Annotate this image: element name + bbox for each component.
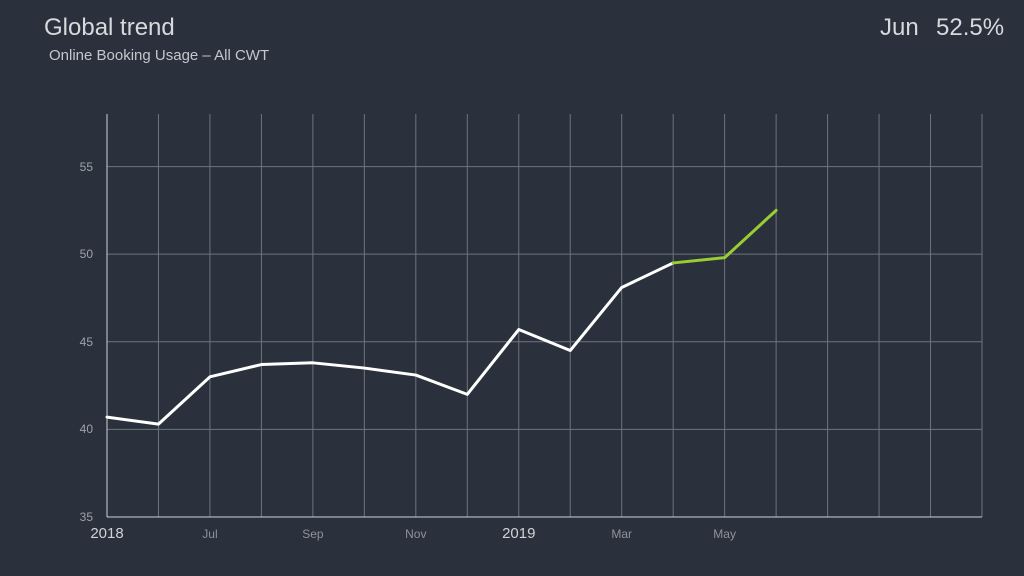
chart-canvas: Global trend Online Booking Usage – All … [0,0,1024,576]
x-tick-label: Nov [405,527,426,541]
line-chart [0,0,1024,576]
y-tick-label: 50 [80,247,93,261]
x-tick-label: 2019 [502,525,535,542]
x-tick-label: 2018 [90,525,123,542]
series-main [107,263,673,424]
y-tick-label: 40 [80,422,93,436]
x-tick-label: May [713,527,736,541]
x-tick-label: Mar [611,527,632,541]
x-tick-label: Jul [202,527,217,541]
x-tick-label: Sep [302,527,323,541]
y-tick-label: 35 [80,510,93,524]
y-tick-label: 45 [80,335,93,349]
y-tick-label: 55 [80,160,93,174]
